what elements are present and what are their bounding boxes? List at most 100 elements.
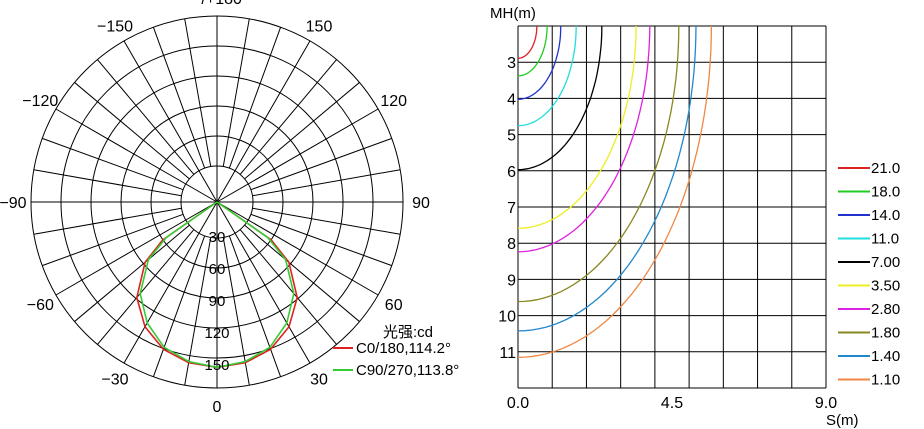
polar-spoke [152, 27, 206, 169]
isolux-y-tick: 6 [507, 164, 516, 181]
polar-angle-label: 150 [306, 18, 333, 35]
polar-spoke [55, 108, 218, 203]
polar-spoke [228, 27, 282, 169]
polar-spoke [55, 201, 218, 296]
isolux-y-tick: 10 [498, 309, 516, 326]
polar-spoke [152, 235, 206, 377]
polar-angle-label: −30 [101, 372, 128, 389]
isolux-y-ticks: 3 4 5 6 7 8 9 10 11 [498, 55, 516, 362]
polar-angle-label: −150 [97, 18, 133, 35]
isolux-legend-label: 1.40 [871, 348, 900, 365]
isolux-y-tick: 3 [507, 55, 516, 72]
isolux-contour [517, 25, 680, 303]
isolux-legend-label: 7.00 [871, 254, 900, 271]
polar-spoke [74, 224, 190, 322]
polar-legend: C0/180,114.2° C90/270,113.8° [333, 340, 459, 379]
isolux-x-tick: 4.5 [661, 395, 683, 412]
polar-spoke [184, 237, 212, 386]
isolux-chart: MH(m) 3 4 5 6 7 8 9 10 11 0.0 4.5 9.0 S(m) 21.0 18.… [490, 5, 900, 429]
isolux-contour [517, 25, 562, 100]
isolux-contour [517, 25, 637, 229]
isolux-x-axis-label: S(m) [826, 412, 859, 429]
isolux-contour [517, 26, 538, 59]
polar-legend-label: C90/270,113.8° [356, 362, 459, 379]
polar-spoke [42, 213, 184, 267]
isolux-x-ticks: 0.0 4.5 9.0 [507, 395, 837, 412]
polar-spoke [222, 18, 250, 167]
polar-spoke [97, 229, 195, 345]
polar-angle-labels: −/+180 150 120 90 60 30 0 −30 −60 −90 −120 −150 [0, 0, 430, 416]
polar-series-curve [139, 201, 295, 369]
isolux-legend-label: 2.80 [871, 301, 900, 318]
isolux-legend-label: 14.0 [871, 207, 900, 224]
isolux-contour [517, 26, 603, 171]
isolux-contour [517, 25, 651, 253]
polar-radial-tick: 90 [209, 293, 226, 310]
polar-legend-label: C0/180,114.2° [356, 340, 451, 357]
isolux-contour [517, 25, 713, 358]
polar-spoke [216, 108, 379, 203]
isolux-x-tick: 0.0 [507, 395, 529, 412]
isolux-y-tick: 8 [507, 236, 516, 253]
isolux-y-tick: 9 [507, 272, 516, 289]
isolux-y-tick: 4 [507, 91, 516, 108]
polar-unit-label: 光强:cd [383, 324, 433, 341]
polar-angle-label: −90 [0, 195, 27, 212]
isolux-grid [517, 25, 827, 389]
polar-spoke [239, 229, 337, 345]
isolux-contour [518, 26, 548, 77]
isolux-y-tick: 11 [499, 345, 516, 362]
polar-spoke [184, 18, 212, 167]
polar-curves [136, 201, 299, 369]
isolux-legend-label: 21.0 [871, 160, 900, 177]
isolux-legend: 21.0 18.0 14.0 11.0 7.00 3.50 2.80 1.80 1.40 1.10 [838, 160, 900, 389]
polar-angle-label: −60 [27, 297, 54, 314]
polar-angle-label: −/+180 [192, 0, 242, 8]
polar-grid [30, 15, 404, 389]
polar-angle-label: 0 [213, 399, 222, 416]
polar-radial-ticks: 30 60 90 120 150 [204, 229, 229, 374]
isolux-y-axis-label: MH(m) [490, 5, 536, 22]
polar-spoke [228, 235, 282, 377]
isolux-legend-label: 1.10 [871, 372, 900, 389]
polar-spoke [123, 40, 218, 203]
isolux-legend-label: 18.0 [871, 184, 900, 201]
polar-spoke [74, 82, 190, 180]
polar-spoke [33, 207, 182, 235]
isolux-y-tick: 7 [507, 200, 516, 217]
polar-spoke [244, 82, 360, 180]
polar-angle-label: 30 [310, 372, 328, 389]
polar-spoke [252, 169, 401, 197]
polar-spoke [239, 59, 337, 175]
polar-radial-tick: 120 [204, 325, 229, 342]
polar-spoke [252, 207, 401, 235]
polar-spoke [222, 237, 250, 386]
polar-spoke [123, 201, 218, 364]
isolux-contour [517, 25, 577, 127]
isolux-legend-label: 3.50 [871, 278, 900, 295]
polar-spoke [97, 59, 195, 175]
polar-angle-label: −120 [22, 93, 58, 110]
polar-spoke [216, 201, 379, 296]
polar-intensity-chart: −/+180 150 120 90 60 30 0 −30 −60 −90 −120 −150 30 6… [0, 0, 459, 416]
isolux-x-tick: 9.0 [815, 395, 837, 412]
isolux-y-tick: 5 [507, 128, 516, 145]
polar-spoke [33, 169, 182, 197]
polar-spoke [216, 40, 311, 203]
polar-radial-tick: 150 [204, 357, 229, 374]
polar-radial-tick: 60 [209, 261, 226, 278]
polar-spoke [42, 137, 184, 191]
polar-angle-label: 90 [412, 195, 430, 212]
polar-angle-label: 60 [385, 297, 403, 314]
isolux-legend-label: 11.0 [871, 231, 899, 248]
polar-spoke [250, 137, 392, 191]
polar-radial-tick: 30 [209, 229, 226, 246]
polar-spoke [216, 201, 311, 364]
polar-spoke [250, 213, 392, 267]
isolux-curves [517, 25, 713, 358]
isolux-legend-label: 1.80 [871, 325, 900, 342]
polar-spoke [244, 224, 360, 322]
polar-angle-label: 120 [380, 93, 407, 110]
isolux-contour [517, 25, 697, 332]
